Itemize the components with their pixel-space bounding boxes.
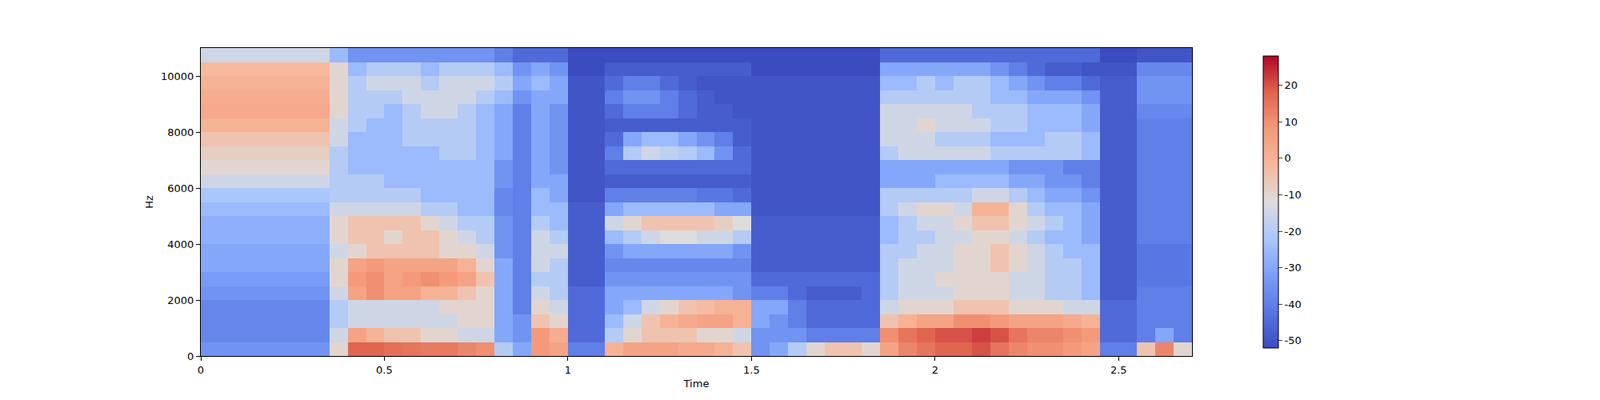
svg-text:0.5: 0.5 — [376, 364, 393, 376]
svg-text:0: 0 — [197, 364, 204, 376]
svg-text:-10: -10 — [1284, 188, 1302, 201]
svg-text:Time: Time — [683, 377, 710, 390]
svg-text:4000: 4000 — [167, 238, 194, 251]
svg-text:-40: -40 — [1284, 298, 1302, 311]
svg-text:-20: -20 — [1284, 225, 1302, 238]
svg-text:-30: -30 — [1284, 261, 1302, 274]
svg-text:2: 2 — [932, 364, 939, 376]
svg-text:20: 20 — [1284, 79, 1299, 92]
svg-text:2000: 2000 — [167, 294, 194, 307]
svg-text:1: 1 — [564, 364, 572, 376]
svg-text:1.5: 1.5 — [743, 364, 760, 376]
svg-text:0: 0 — [1284, 152, 1292, 164]
svg-text:10000: 10000 — [160, 70, 194, 83]
svg-text:-50: -50 — [1284, 334, 1302, 347]
svg-text:8000: 8000 — [167, 126, 194, 139]
svg-text:2.5: 2.5 — [1110, 364, 1128, 376]
svg-text:0: 0 — [187, 350, 194, 363]
svg-text:6000: 6000 — [167, 182, 194, 195]
svg-text:Hz: Hz — [143, 195, 156, 209]
svg-text:10: 10 — [1284, 116, 1299, 128]
